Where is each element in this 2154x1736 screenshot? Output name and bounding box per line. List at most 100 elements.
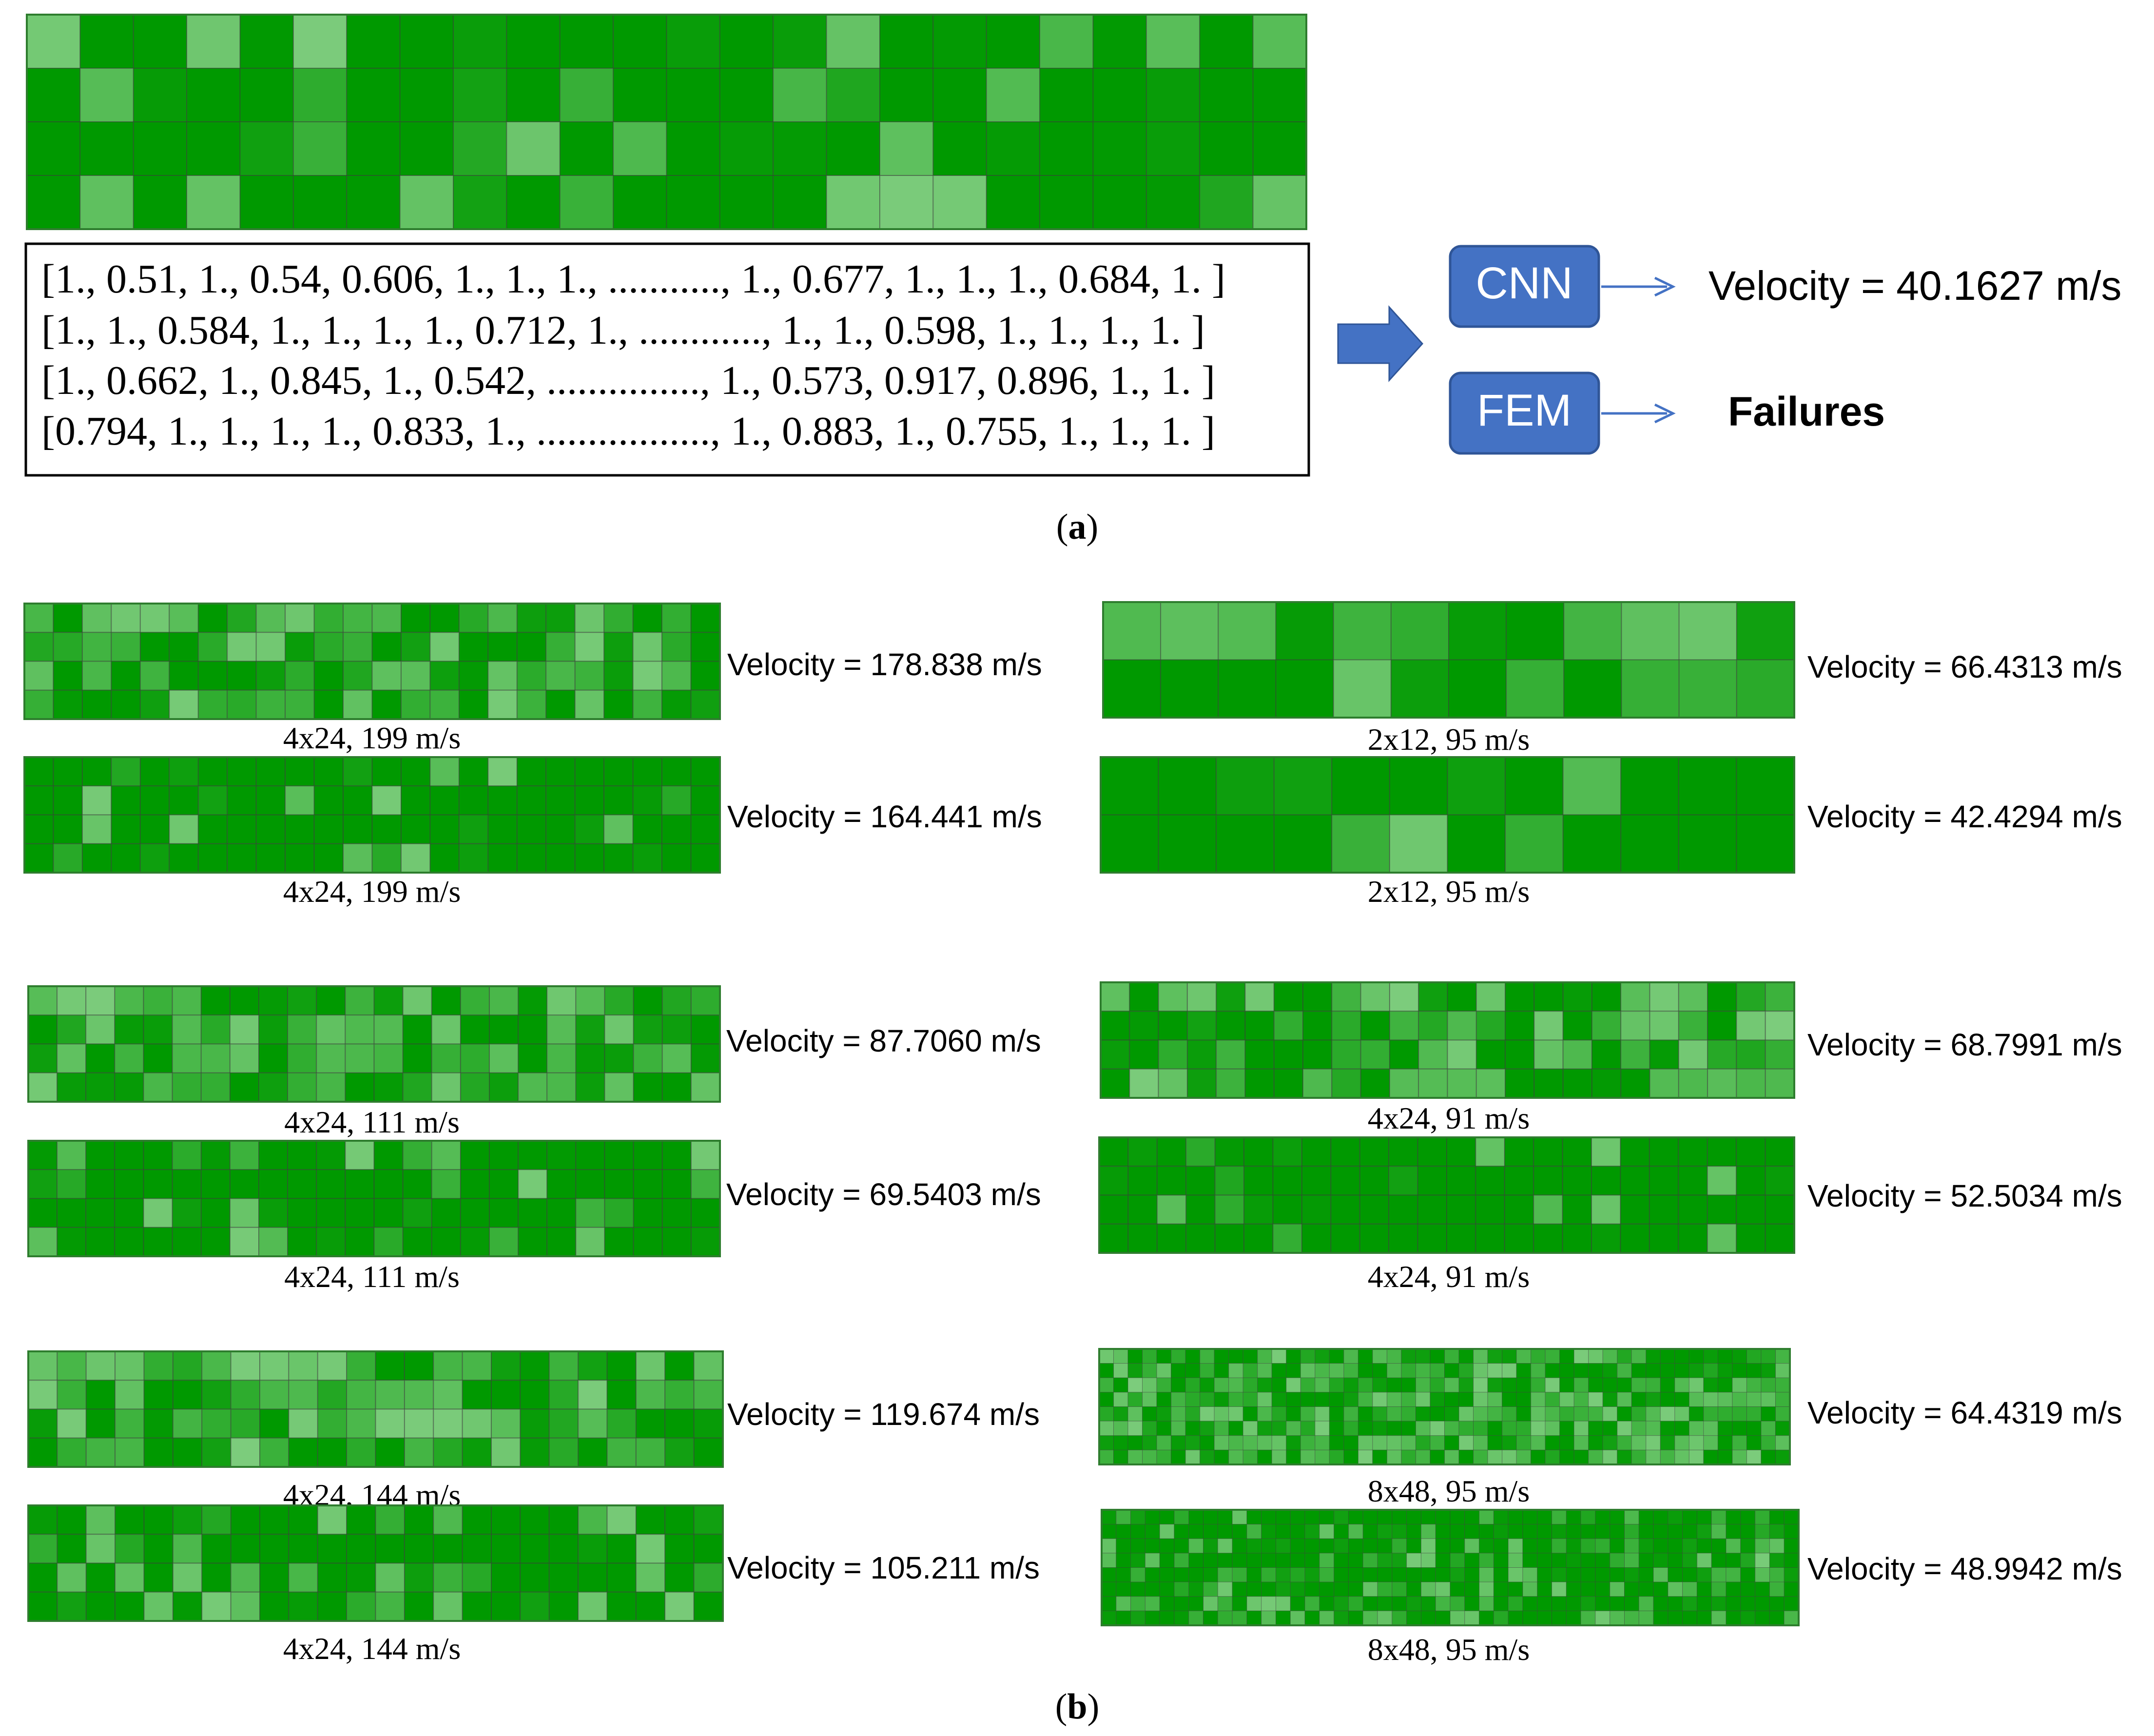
panel-b-grid <box>1102 601 1795 719</box>
grid-cell <box>172 1591 203 1621</box>
grid-cell <box>1444 1421 1459 1436</box>
grid-frame <box>27 1140 721 1257</box>
grid-cell <box>143 1227 173 1257</box>
panel-b-grid <box>27 1504 724 1622</box>
grid-cell <box>1430 1363 1445 1378</box>
grid-cell <box>462 1437 492 1467</box>
grid-cell <box>259 1408 290 1439</box>
grid-cell <box>28 1014 58 1045</box>
grid-cell <box>1711 1553 1727 1568</box>
grid-cell <box>1232 1553 1247 1568</box>
grid-cell <box>661 1014 692 1045</box>
grid-cell <box>53 632 83 662</box>
grid-frame <box>23 756 721 874</box>
grid-cell <box>1214 1377 1229 1393</box>
grid-cell <box>259 1534 290 1564</box>
grid-cell <box>1458 1449 1474 1465</box>
grid-cell <box>1707 982 1737 1012</box>
grid-cell <box>1156 1166 1187 1196</box>
grid-cell <box>258 1169 289 1199</box>
grid-cell <box>1631 1406 1647 1422</box>
grid-cell <box>1386 1421 1402 1436</box>
grid-cell <box>1418 1011 1448 1041</box>
grid-cell <box>255 843 286 873</box>
grid-cell <box>1769 1596 1785 1611</box>
panel-b-grid <box>1100 981 1795 1099</box>
grid-cell <box>400 843 431 873</box>
grid-cell <box>574 814 605 844</box>
grid-cell <box>230 1437 261 1467</box>
grid-cell <box>1435 1581 1451 1597</box>
grid-cell <box>343 785 373 816</box>
grid-cell <box>1116 1610 1131 1626</box>
grid-cell <box>1214 1449 1229 1465</box>
grid-cell <box>1319 1567 1335 1582</box>
grid-cell <box>1315 1421 1330 1436</box>
grid-cell <box>1039 14 1094 69</box>
grid-cell <box>1145 1553 1160 1568</box>
grid-cell <box>1372 1449 1387 1465</box>
grid-cell <box>661 1072 692 1102</box>
grid-cell <box>201 1591 232 1621</box>
grid-cell <box>1508 1538 1523 1554</box>
grid-cell <box>574 661 605 691</box>
grid-cell <box>1372 1377 1387 1393</box>
grid-cell <box>429 661 460 691</box>
grid-cell <box>1508 1596 1523 1611</box>
grid-cell <box>1458 1435 1474 1450</box>
grid-cell <box>114 986 144 1016</box>
grid-cell <box>288 1408 318 1439</box>
grid-cell <box>1358 1435 1373 1450</box>
grid-cell <box>172 1140 202 1170</box>
grid-cell <box>169 689 199 720</box>
grid-cell <box>172 1227 202 1257</box>
grid-cell <box>1688 1449 1704 1465</box>
grid-cell <box>57 1351 87 1381</box>
grid-cell <box>1610 1596 1625 1611</box>
grid-cell <box>1444 1348 1459 1364</box>
grid-cell <box>1415 1348 1431 1364</box>
grid-cell <box>431 1140 461 1170</box>
grid-cell <box>1711 1567 1727 1582</box>
panel-b-grid <box>1098 1136 1795 1254</box>
matrix-line-3: [1., 0.662, 1., 0.845, 1., 0.542, ......… <box>41 358 1215 403</box>
grid-cell <box>1660 1363 1675 1378</box>
grid-cell <box>24 632 54 662</box>
grid-cell <box>1273 1068 1304 1098</box>
grid-cell <box>1039 175 1094 230</box>
grid-cell <box>1446 1166 1476 1196</box>
grid-cell <box>201 1437 232 1467</box>
grid-cell <box>1473 1406 1488 1422</box>
grid-cell <box>79 121 134 176</box>
grid-cell <box>402 1043 432 1073</box>
grid-cell <box>1617 1421 1632 1436</box>
grid-cell <box>143 1014 173 1045</box>
grid-cell <box>1660 1348 1675 1364</box>
grid-cell <box>1099 1449 1114 1465</box>
grid-cell <box>1660 1421 1675 1436</box>
grid-cell <box>1638 1509 1654 1525</box>
grid-cell <box>57 1072 87 1102</box>
grid-cell <box>545 603 576 633</box>
grid-cell <box>1696 1509 1712 1525</box>
grid-cell <box>169 603 199 633</box>
grid-cell <box>114 1014 144 1045</box>
grid-cell <box>1417 1137 1448 1167</box>
grid-cell <box>1242 1363 1258 1378</box>
grid-cell <box>197 757 228 787</box>
grid-cell <box>1216 757 1275 816</box>
grid-cell <box>1493 1553 1509 1568</box>
grid-cell <box>1186 982 1217 1012</box>
grid-cell <box>578 1505 608 1535</box>
grid-cell <box>1610 1610 1625 1626</box>
grid-cell <box>1334 1538 1349 1554</box>
grid-cell <box>1479 1567 1494 1582</box>
grid-cell <box>1286 1392 1301 1407</box>
grid-cell <box>433 1562 463 1593</box>
grid-cell <box>1039 68 1094 122</box>
grid-cell <box>285 661 315 691</box>
grid-cell <box>227 814 257 844</box>
grid-cell <box>632 632 663 662</box>
